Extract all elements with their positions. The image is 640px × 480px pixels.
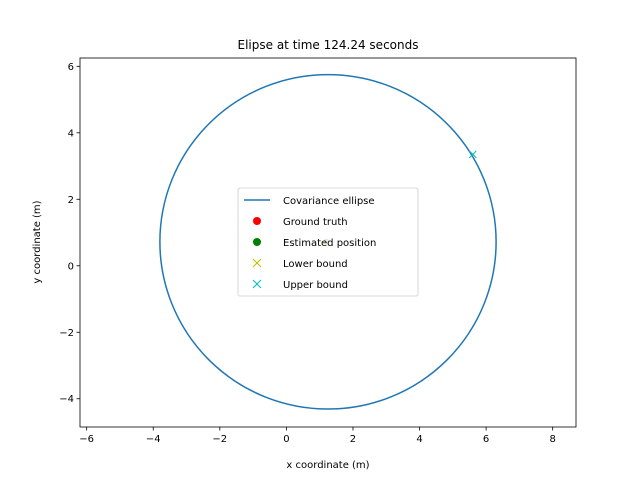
x-tick-label: −2: [212, 434, 227, 445]
y-tick-label: 2: [68, 195, 74, 206]
x-tick-label: 6: [483, 434, 489, 445]
x-tick-label: 0: [283, 434, 289, 445]
upper-bound-point: [468, 150, 477, 159]
x-tick-label: −6: [79, 434, 94, 445]
y-tick-label: −4: [59, 394, 74, 405]
legend: Covariance ellipse Ground truth Estimated …: [237, 187, 419, 297]
legend-label: Covariance ellipse: [283, 196, 375, 207]
legend-box: [237, 187, 419, 297]
y-tick-label: 0: [68, 261, 74, 272]
x-axis: −6 −4 −2 0 2 4 6 8: [79, 427, 556, 445]
x-tick-label: 4: [416, 434, 422, 445]
covariance-ellipse: [159, 73, 497, 410]
legend-label: Estimated position: [283, 238, 376, 249]
x-tick-label: 2: [350, 434, 356, 445]
x-axis-title: x coordinate (m): [286, 460, 369, 471]
y-tick-label: 4: [68, 128, 74, 139]
legend-entries: Covariance ellipse Ground truth Estimated …: [244, 196, 376, 291]
x-tick-label: −4: [146, 434, 161, 445]
y-tick-label: −2: [59, 328, 74, 339]
legend-label: Ground truth: [283, 217, 348, 228]
legend-swatch: [252, 279, 262, 289]
legend-label: Lower bound: [283, 259, 348, 270]
legend-swatch: [253, 217, 261, 225]
x-tick-label: 8: [550, 434, 556, 445]
y-axis-title: y coordinate (m): [32, 200, 43, 283]
legend-swatch: [253, 238, 261, 246]
chart-title: Elipse at time 124.24 seconds: [238, 38, 419, 52]
legend-swatch: [252, 258, 262, 268]
plot-border: [79, 57, 577, 428]
y-tick-label: 6: [68, 62, 74, 73]
y-axis: −4 −2 0 2 4 6: [59, 62, 80, 405]
legend-label: Upper bound: [283, 280, 348, 291]
